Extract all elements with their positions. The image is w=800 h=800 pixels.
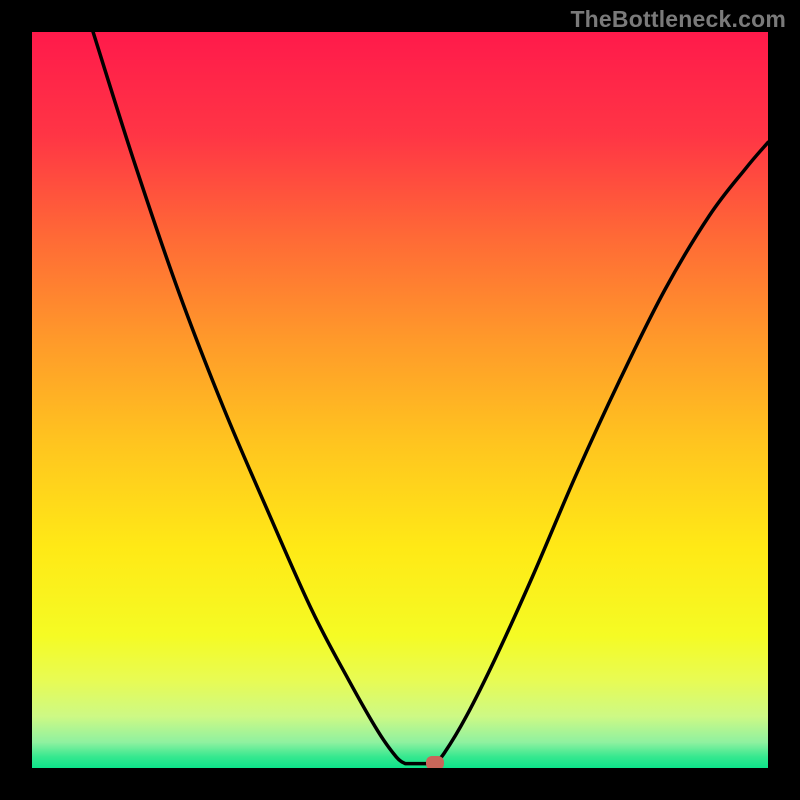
chart-outer: TheBottleneck.com <box>0 0 800 800</box>
optimal-point-marker <box>426 756 444 768</box>
bottleneck-curve <box>32 32 768 768</box>
plot-area <box>32 32 768 768</box>
watermark-text: TheBottleneck.com <box>570 6 786 33</box>
